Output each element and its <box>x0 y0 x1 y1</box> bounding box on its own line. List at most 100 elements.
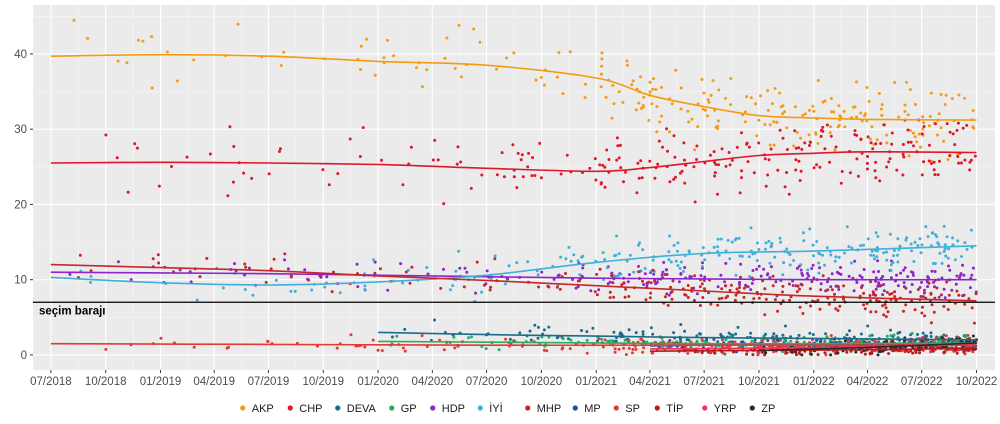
point-i̇yi̇ <box>811 243 815 247</box>
point-chp <box>724 164 728 168</box>
point-i̇yi̇ <box>687 249 691 253</box>
point-chp <box>922 125 926 128</box>
point-chp <box>873 169 877 173</box>
point-mhp <box>795 290 799 294</box>
point-ti̇p <box>887 352 891 356</box>
point-hdp <box>881 293 885 297</box>
point-gp <box>789 339 793 343</box>
point-mhp <box>970 306 974 310</box>
point-hdp <box>540 270 544 274</box>
point-chp <box>764 184 768 188</box>
point-mhp <box>283 252 287 256</box>
point-chp <box>959 161 963 165</box>
legend-label: DEVA <box>347 403 377 415</box>
point-mhp <box>378 267 382 271</box>
point-mhp <box>967 297 971 301</box>
point-i̇yi̇ <box>451 284 455 288</box>
point-hdp <box>703 275 707 279</box>
point-hdp <box>806 272 809 275</box>
point-chp <box>730 158 734 162</box>
point-chp <box>433 138 437 142</box>
legend-swatch <box>613 405 619 411</box>
point-mhp <box>410 265 414 269</box>
point-chp <box>693 200 697 204</box>
point-chp <box>712 150 716 154</box>
point-hdp <box>701 261 704 265</box>
point-chp <box>932 168 936 172</box>
x-tick-label: 10/2018 <box>85 376 127 388</box>
point-chp <box>821 125 825 129</box>
point-i̇yi̇ <box>637 243 640 247</box>
point-chp <box>953 143 957 147</box>
point-chp <box>531 156 534 160</box>
x-tick-label: 07/2019 <box>248 376 290 388</box>
point-i̇yi̇ <box>817 261 821 265</box>
point-gp <box>600 337 604 341</box>
trend-line-sp <box>50 342 977 347</box>
point-i̇yi̇ <box>859 244 863 248</box>
point-hdp <box>303 268 307 272</box>
point-i̇yi̇ <box>770 242 774 245</box>
point-hdp <box>373 260 377 264</box>
point-sp <box>630 351 634 355</box>
point-akp <box>150 86 154 90</box>
point-hdp <box>911 273 915 277</box>
point-chp <box>948 154 952 158</box>
point-chp <box>819 134 823 138</box>
point-akp <box>943 103 947 106</box>
point-akp <box>759 94 762 98</box>
point-akp <box>279 64 283 67</box>
point-deva <box>698 332 702 336</box>
point-hdp <box>800 271 804 275</box>
point-akp <box>647 118 651 122</box>
point-akp <box>690 117 694 121</box>
point-akp <box>875 138 879 142</box>
point-akp <box>830 110 834 114</box>
point-hdp <box>129 278 133 282</box>
point-hdp <box>930 269 934 273</box>
point-akp <box>373 73 377 77</box>
point-mhp <box>577 279 581 283</box>
point-chp <box>327 183 331 187</box>
point-akp <box>700 78 704 81</box>
point-chp <box>766 173 770 177</box>
point-hdp <box>933 285 936 289</box>
point-mhp <box>462 285 466 289</box>
point-chp <box>932 160 936 164</box>
point-hdp <box>874 287 878 291</box>
point-deva <box>848 329 851 333</box>
point-i̇yi̇ <box>916 244 920 248</box>
point-i̇yi̇ <box>632 270 636 274</box>
point-deva <box>923 334 927 338</box>
point-akp <box>779 105 783 109</box>
point-mhp <box>595 272 599 276</box>
trend-line-hdp <box>50 271 977 281</box>
point-deva <box>679 323 683 326</box>
point-zp <box>829 353 833 357</box>
point-chp <box>740 169 744 173</box>
point-akp <box>775 120 779 124</box>
point-sp <box>192 345 196 349</box>
point-hdp <box>606 282 610 286</box>
point-chp <box>797 159 801 163</box>
point-chp <box>955 128 959 132</box>
point-hdp <box>571 278 574 281</box>
point-sp <box>720 338 724 342</box>
point-mhp <box>798 305 802 309</box>
point-mhp <box>947 293 951 297</box>
point-gp <box>889 334 893 338</box>
point-chp <box>956 155 960 159</box>
x-tick-label: 07/2018 <box>30 376 72 388</box>
point-i̇yi̇ <box>875 255 879 259</box>
point-akp <box>584 82 587 86</box>
point-chp <box>442 202 446 206</box>
point-akp <box>641 104 645 108</box>
point-chp <box>348 137 352 141</box>
point-hdp <box>749 288 753 292</box>
point-mhp <box>735 287 739 291</box>
point-i̇yi̇ <box>734 273 738 277</box>
point-mhp <box>729 283 733 287</box>
point-mhp <box>198 275 202 279</box>
point-i̇yi̇ <box>751 252 755 256</box>
point-i̇yi̇ <box>338 291 342 295</box>
